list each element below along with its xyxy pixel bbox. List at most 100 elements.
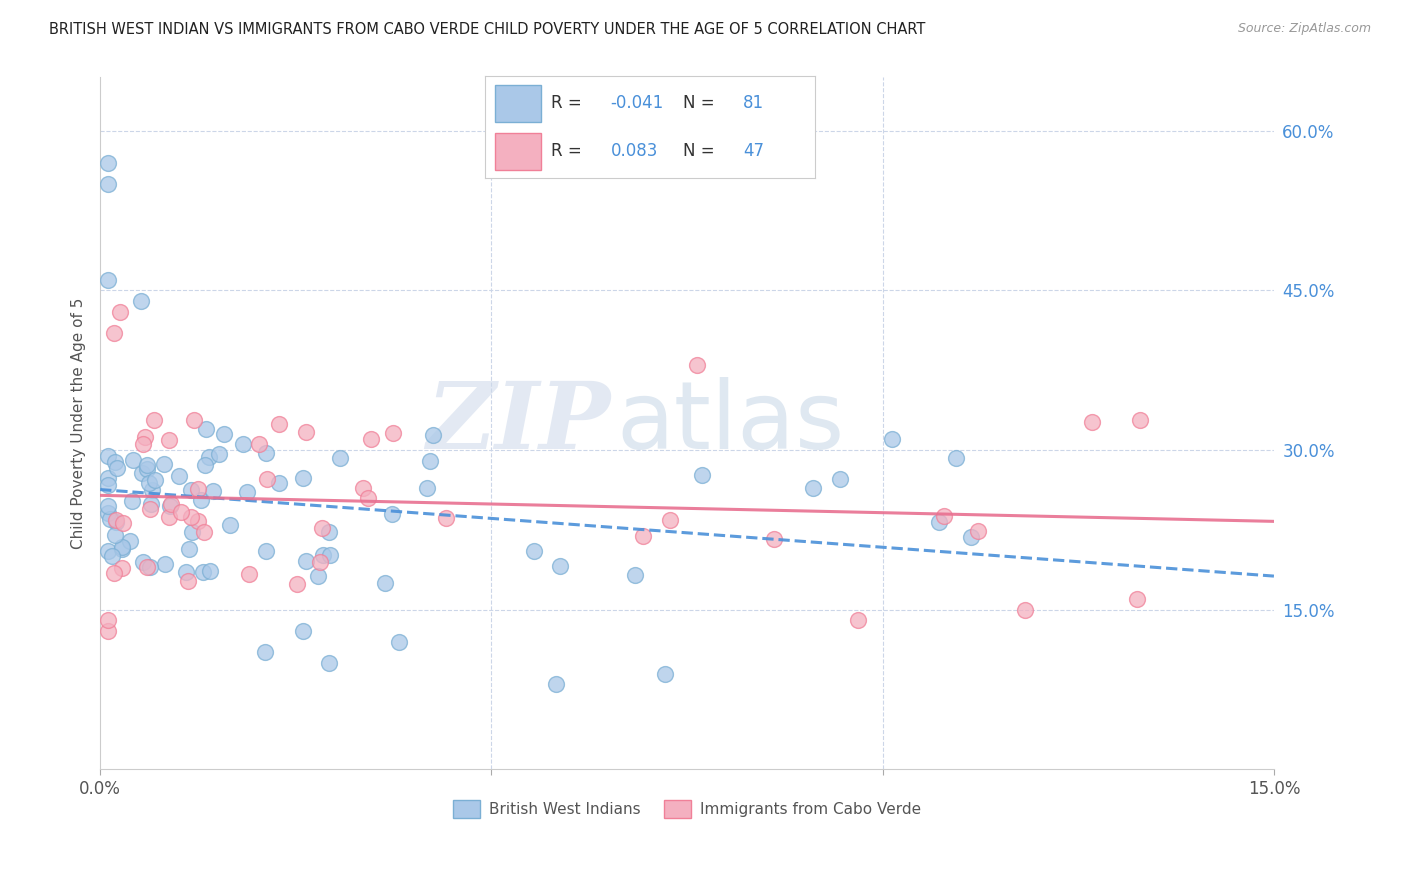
Point	[202, 483, 225, 498]
Point	[167, 469, 190, 483]
Text: Source: ZipAtlas.com: Source: ZipAtlas.com	[1237, 22, 1371, 36]
Point	[253, 645, 276, 659]
Point	[690, 468, 713, 483]
Point	[187, 514, 209, 528]
Point	[254, 446, 277, 460]
Point	[311, 521, 333, 535]
Point	[232, 437, 254, 451]
Text: N =: N =	[683, 142, 720, 161]
Point	[159, 497, 181, 511]
Point	[967, 524, 990, 539]
Point	[104, 515, 127, 529]
Point	[195, 422, 218, 436]
Point	[1014, 602, 1036, 616]
Point	[129, 293, 152, 308]
Point	[111, 516, 134, 530]
Point	[360, 432, 382, 446]
Point	[254, 544, 277, 558]
Point	[97, 471, 120, 485]
Point	[309, 555, 332, 569]
Point	[623, 567, 645, 582]
Point	[803, 481, 825, 495]
Point	[934, 509, 956, 524]
Point	[157, 510, 180, 524]
Point	[194, 458, 217, 473]
Point	[193, 524, 215, 539]
Text: N =: N =	[683, 94, 720, 112]
Point	[658, 513, 681, 527]
Point	[97, 624, 120, 638]
Point	[291, 471, 314, 485]
Text: BRITISH WEST INDIAN VS IMMIGRANTS FROM CABO VERDE CHILD POVERTY UNDER THE AGE OF: BRITISH WEST INDIAN VS IMMIGRANTS FROM C…	[49, 22, 925, 37]
Point	[631, 529, 654, 543]
Point	[388, 634, 411, 648]
Point	[187, 482, 209, 496]
Point	[135, 458, 157, 472]
Point	[135, 559, 157, 574]
Point	[100, 549, 122, 564]
Point	[382, 426, 405, 441]
Point	[111, 541, 134, 555]
Point	[97, 177, 120, 191]
Point	[122, 452, 145, 467]
Point	[1129, 413, 1152, 427]
Point	[219, 517, 242, 532]
Text: R =: R =	[551, 142, 588, 161]
Point	[434, 511, 457, 525]
Point	[1126, 592, 1149, 607]
Point	[153, 557, 176, 571]
Point	[212, 427, 235, 442]
Point	[131, 467, 153, 481]
Point	[523, 544, 546, 558]
Point	[97, 506, 120, 520]
Point	[312, 548, 335, 562]
Point	[104, 455, 127, 469]
Point	[846, 613, 869, 627]
Point	[422, 427, 444, 442]
Point	[544, 677, 567, 691]
Point	[686, 358, 709, 372]
Point	[108, 304, 131, 318]
Point	[97, 450, 120, 464]
FancyBboxPatch shape	[495, 85, 541, 122]
Point	[198, 450, 221, 464]
Point	[419, 454, 441, 468]
Point	[103, 566, 125, 581]
Point	[98, 512, 121, 526]
Point	[762, 532, 785, 546]
Point	[352, 481, 374, 495]
Point	[139, 497, 162, 511]
Point	[960, 531, 983, 545]
Point	[269, 476, 291, 491]
Point	[174, 565, 197, 579]
Point	[235, 485, 257, 500]
Text: -0.041: -0.041	[610, 94, 664, 112]
Point	[143, 413, 166, 427]
Point	[97, 613, 120, 627]
Point	[381, 507, 404, 521]
Point	[329, 450, 352, 465]
Point	[190, 492, 212, 507]
Point	[882, 432, 904, 446]
Y-axis label: Child Poverty Under the Age of 5: Child Poverty Under the Age of 5	[72, 298, 86, 549]
Point	[111, 542, 134, 557]
Point	[285, 577, 308, 591]
Point	[103, 326, 125, 340]
Point	[105, 513, 128, 527]
Point	[307, 569, 329, 583]
Point	[170, 505, 193, 519]
Point	[97, 273, 120, 287]
Point	[318, 524, 340, 539]
Point	[318, 656, 340, 670]
Point	[177, 574, 200, 589]
Point	[143, 473, 166, 487]
Point	[928, 516, 950, 530]
Point	[295, 425, 318, 439]
Point	[134, 429, 156, 443]
Point	[238, 567, 260, 582]
Text: ZIP: ZIP	[426, 378, 610, 468]
Point	[153, 458, 176, 472]
Point	[97, 478, 120, 492]
Point	[415, 481, 437, 495]
Point	[654, 666, 676, 681]
